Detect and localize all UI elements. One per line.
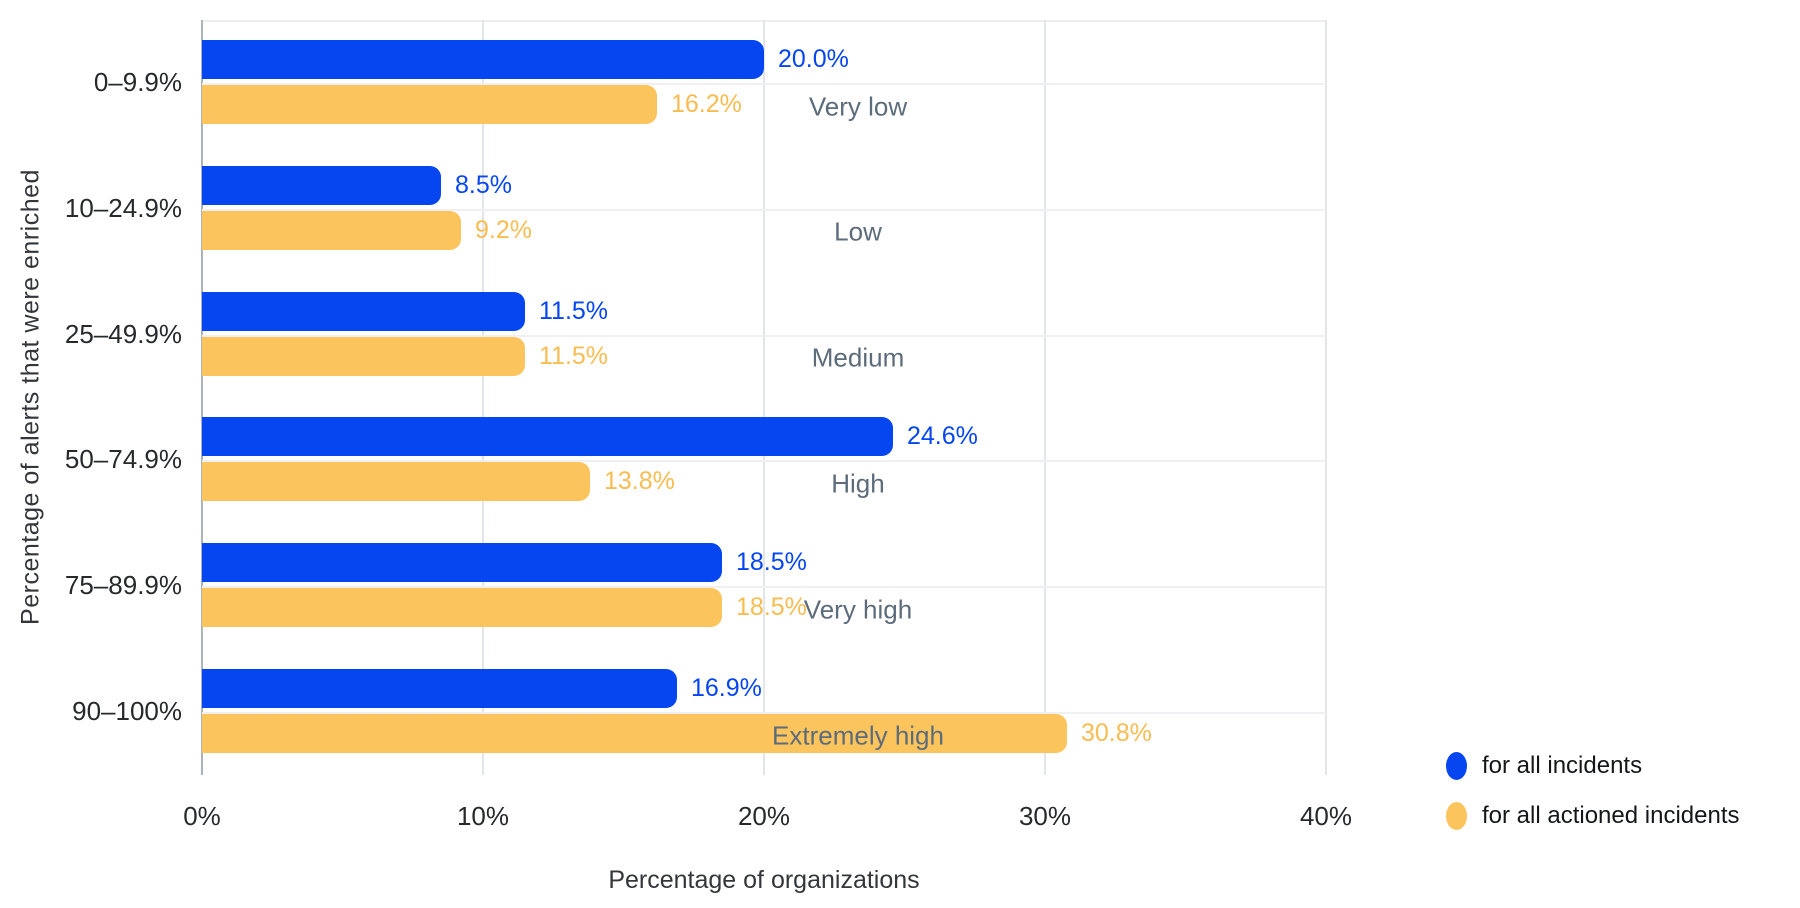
category-label-10–24.9%: 10–24.9% — [64, 193, 182, 223]
bar-value-label: 30.8% — [1081, 719, 1152, 747]
severity-annotation-extremely-high: Extremely high — [772, 720, 944, 751]
category-label-90–100%: 90–100% — [72, 696, 182, 726]
bar-value-label: 16.9% — [691, 674, 762, 702]
category-gridline — [202, 209, 1326, 211]
category-label-50–74.9%: 50–74.9% — [64, 444, 182, 474]
bar-value-label: 9.2% — [475, 216, 532, 244]
bar-value-label: 24.6% — [907, 422, 978, 450]
bar-actioned-25–49.9%[interactable] — [202, 337, 525, 376]
legend-swatch-blue-icon — [1446, 752, 1467, 780]
bar-value-label: 13.8% — [604, 467, 675, 495]
bar-value-label: 18.5% — [736, 548, 807, 576]
category-gridline — [202, 712, 1326, 714]
x-tick-label-30%: 30% — [1018, 801, 1072, 831]
legend-label: for all incidents — [1482, 752, 1643, 779]
bar-actioned-0–9.9%[interactable] — [202, 85, 657, 124]
x-tick-label-10%: 10% — [456, 801, 510, 831]
x-gridline-30% — [1044, 20, 1046, 775]
legend-label: for all actioned incidents — [1482, 802, 1740, 829]
severity-annotation-high: High — [831, 468, 885, 499]
x-tick-label-0%: 0% — [183, 801, 221, 831]
severity-annotation-very-low: Very low — [808, 91, 908, 122]
bar-incidents-10–24.9%[interactable] — [202, 166, 441, 205]
bar-value-label: 8.5% — [455, 171, 512, 199]
bar-incidents-25–49.9%[interactable] — [202, 292, 525, 331]
severity-annotation-low: Low — [834, 216, 882, 247]
x-gridline-10% — [482, 20, 484, 775]
x-tick-label-20%: 20% — [737, 801, 791, 831]
severity-annotation-very-high: Very high — [803, 594, 913, 625]
y-axis-title: Percentage of alerts that were enriched — [16, 169, 45, 625]
bar-incidents-90–100%[interactable] — [202, 669, 677, 708]
category-gridline — [202, 83, 1326, 85]
x-gridline-20% — [763, 20, 765, 775]
y-axis-line — [201, 20, 203, 775]
x-tick-label-40%: 40% — [1299, 801, 1353, 831]
bar-actioned-90–100%[interactable] — [202, 714, 1067, 753]
legend-item-all-incidents[interactable]: for all incidents — [1446, 752, 1642, 780]
category-label-0–9.9%: 0–9.9% — [93, 67, 182, 97]
bar-value-label: 16.2% — [671, 90, 742, 118]
category-gridline — [202, 335, 1326, 337]
category-gridline — [202, 460, 1326, 462]
plot-area: 20.0% 16.2% Very low 8.5% 9.2% Low 11.5% 11.5% M… — [201, 20, 1327, 775]
category-label-25–49.9%: 25–49.9% — [64, 319, 182, 349]
bar-actioned-75–89.9%[interactable] — [202, 588, 722, 627]
bar-incidents-50–74.9%[interactable] — [202, 417, 893, 456]
bar-value-label: 18.5% — [736, 593, 807, 621]
category-gridline — [202, 586, 1326, 588]
severity-annotation-medium: Medium — [811, 342, 905, 373]
legend-item-all-actioned-incidents[interactable]: for all actioned incidents — [1446, 802, 1739, 830]
bar-value-label: 20.0% — [778, 45, 849, 73]
bar-incidents-75–89.9%[interactable] — [202, 543, 722, 582]
bar-value-label: 11.5% — [539, 342, 609, 370]
legend-swatch-yellow-icon — [1446, 802, 1467, 830]
category-label-75–89.9%: 75–89.9% — [64, 570, 182, 600]
bar-actioned-50–74.9%[interactable] — [202, 462, 590, 501]
x-axis-title: Percentage of organizations — [608, 866, 920, 894]
bar-actioned-10–24.9%[interactable] — [202, 211, 461, 250]
bar-value-label: 11.5% — [539, 297, 609, 325]
bar-incidents-0–9.9%[interactable] — [202, 40, 764, 79]
x-gridline-40% — [1325, 20, 1327, 775]
